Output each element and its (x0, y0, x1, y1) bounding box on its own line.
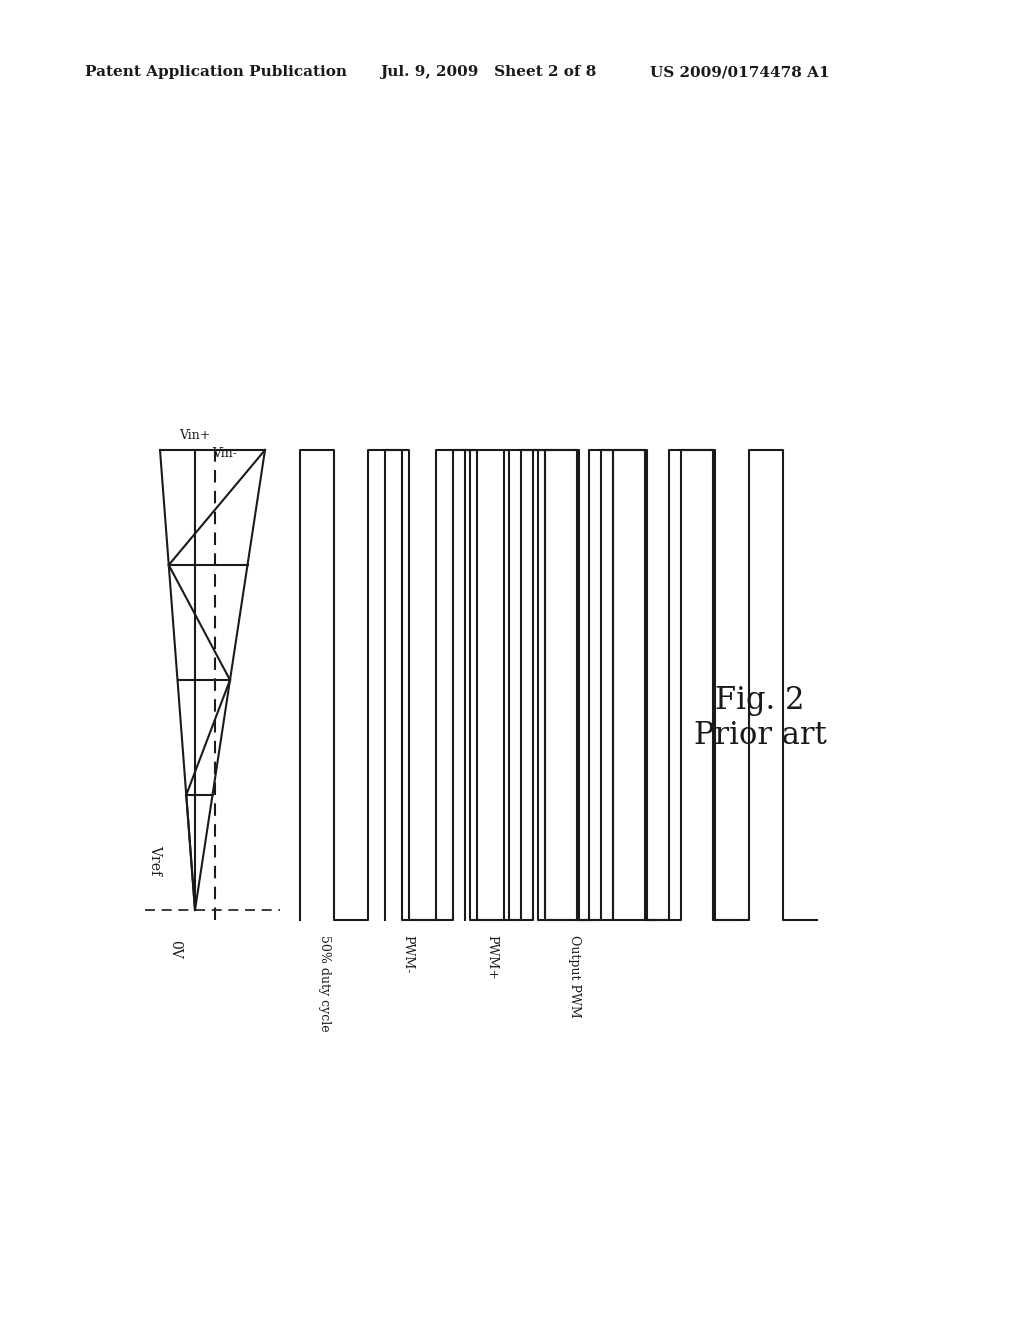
Text: 0V: 0V (168, 940, 182, 958)
Text: Vin+: Vin+ (179, 429, 211, 442)
Text: US 2009/0174478 A1: US 2009/0174478 A1 (650, 65, 829, 79)
Text: Patent Application Publication: Patent Application Publication (85, 65, 347, 79)
Text: Prior art: Prior art (693, 719, 826, 751)
Text: Jul. 9, 2009   Sheet 2 of 8: Jul. 9, 2009 Sheet 2 of 8 (380, 65, 596, 79)
Text: Output PWM: Output PWM (568, 935, 582, 1018)
Text: 50% duty cycle: 50% duty cycle (318, 935, 332, 1032)
Text: PWM+: PWM+ (485, 935, 499, 979)
Text: Vin-: Vin- (213, 447, 238, 459)
Text: Fig. 2: Fig. 2 (715, 685, 805, 715)
Text: PWM-: PWM- (401, 935, 415, 973)
Text: Vref: Vref (148, 845, 162, 875)
